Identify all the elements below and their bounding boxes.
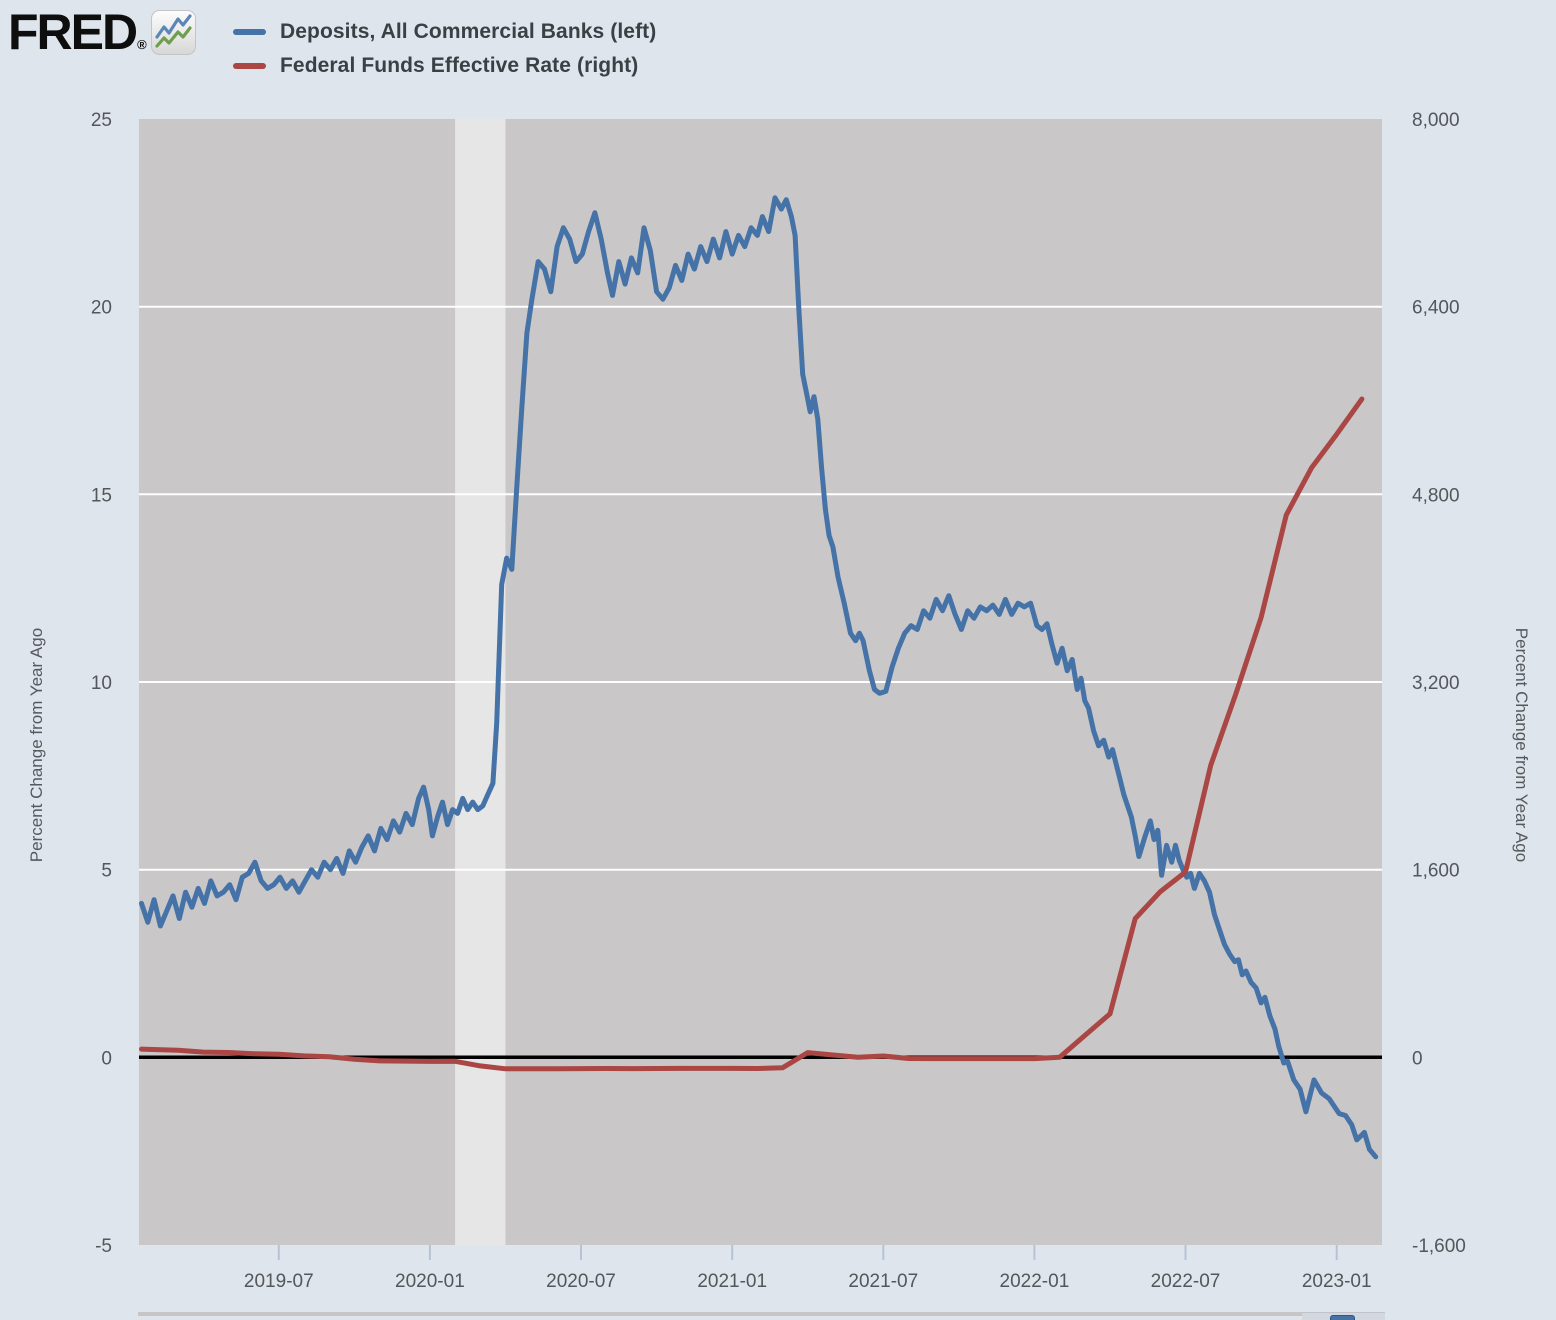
y-left-tick-label: 25 (91, 110, 112, 131)
y-left-tick-label: 0 (101, 1048, 112, 1069)
bottom-panel-divider (138, 1312, 1385, 1316)
fred-logo: FRED ® (8, 6, 196, 58)
chart-legend: Deposits, All Commercial Banks (left) Fe… (233, 15, 656, 83)
y-left-tick-label: 5 (101, 861, 112, 882)
y-right-tick-label: 6,400 (1412, 298, 1460, 319)
x-tick-label: 2022-07 (1151, 1271, 1221, 1292)
y-right-tick-label: -1,600 (1412, 1236, 1466, 1257)
x-tick-label: 2022-01 (1000, 1271, 1070, 1292)
y-right-tick-label: 8,000 (1412, 110, 1460, 131)
x-tick-label: 2021-01 (697, 1271, 767, 1292)
y-right-tick-label: 4,800 (1412, 485, 1460, 506)
x-tick-label: 2020-07 (546, 1271, 616, 1292)
legend-label-fedfunds: Federal Funds Effective Rate (right) (280, 54, 639, 77)
fedfunds-series-swatch (233, 63, 266, 69)
fred-logo-text: FRED (8, 4, 138, 60)
y-right-tick-label: 0 (1412, 1048, 1423, 1069)
legend-label-deposits: Deposits, All Commercial Banks (left) (280, 20, 657, 43)
legend-item-fedfunds: Federal Funds Effective Rate (right) (233, 49, 656, 83)
registered-trademark: ® (137, 37, 147, 52)
y-left-tick-label: 15 (91, 485, 112, 506)
bottom-panel-right-segment (1302, 1312, 1385, 1320)
deposits-series-swatch (233, 29, 266, 35)
x-tick-label: 2019-07 (244, 1271, 314, 1292)
fred-mini-logo-icon[interactable] (1330, 1315, 1355, 1320)
x-tick-label: 2023-01 (1302, 1271, 1372, 1292)
x-tick-label: 2020-01 (395, 1271, 465, 1292)
y-left-tick-label: 20 (91, 298, 112, 319)
y-left-tick-label: 10 (91, 673, 112, 694)
x-tick-label: 2021-07 (848, 1271, 918, 1292)
fedfunds-series-line (139, 396, 1365, 1072)
y-right-tick-label: 3,200 (1412, 673, 1460, 694)
y-left-tick-label: -5 (95, 1236, 112, 1257)
y-right-tick-label: 1,600 (1412, 861, 1460, 882)
deposits-series-line (139, 195, 1379, 1160)
legend-item-deposits: Deposits, All Commercial Banks (left) (233, 15, 656, 49)
fred-logo-chart-icon (150, 9, 196, 55)
